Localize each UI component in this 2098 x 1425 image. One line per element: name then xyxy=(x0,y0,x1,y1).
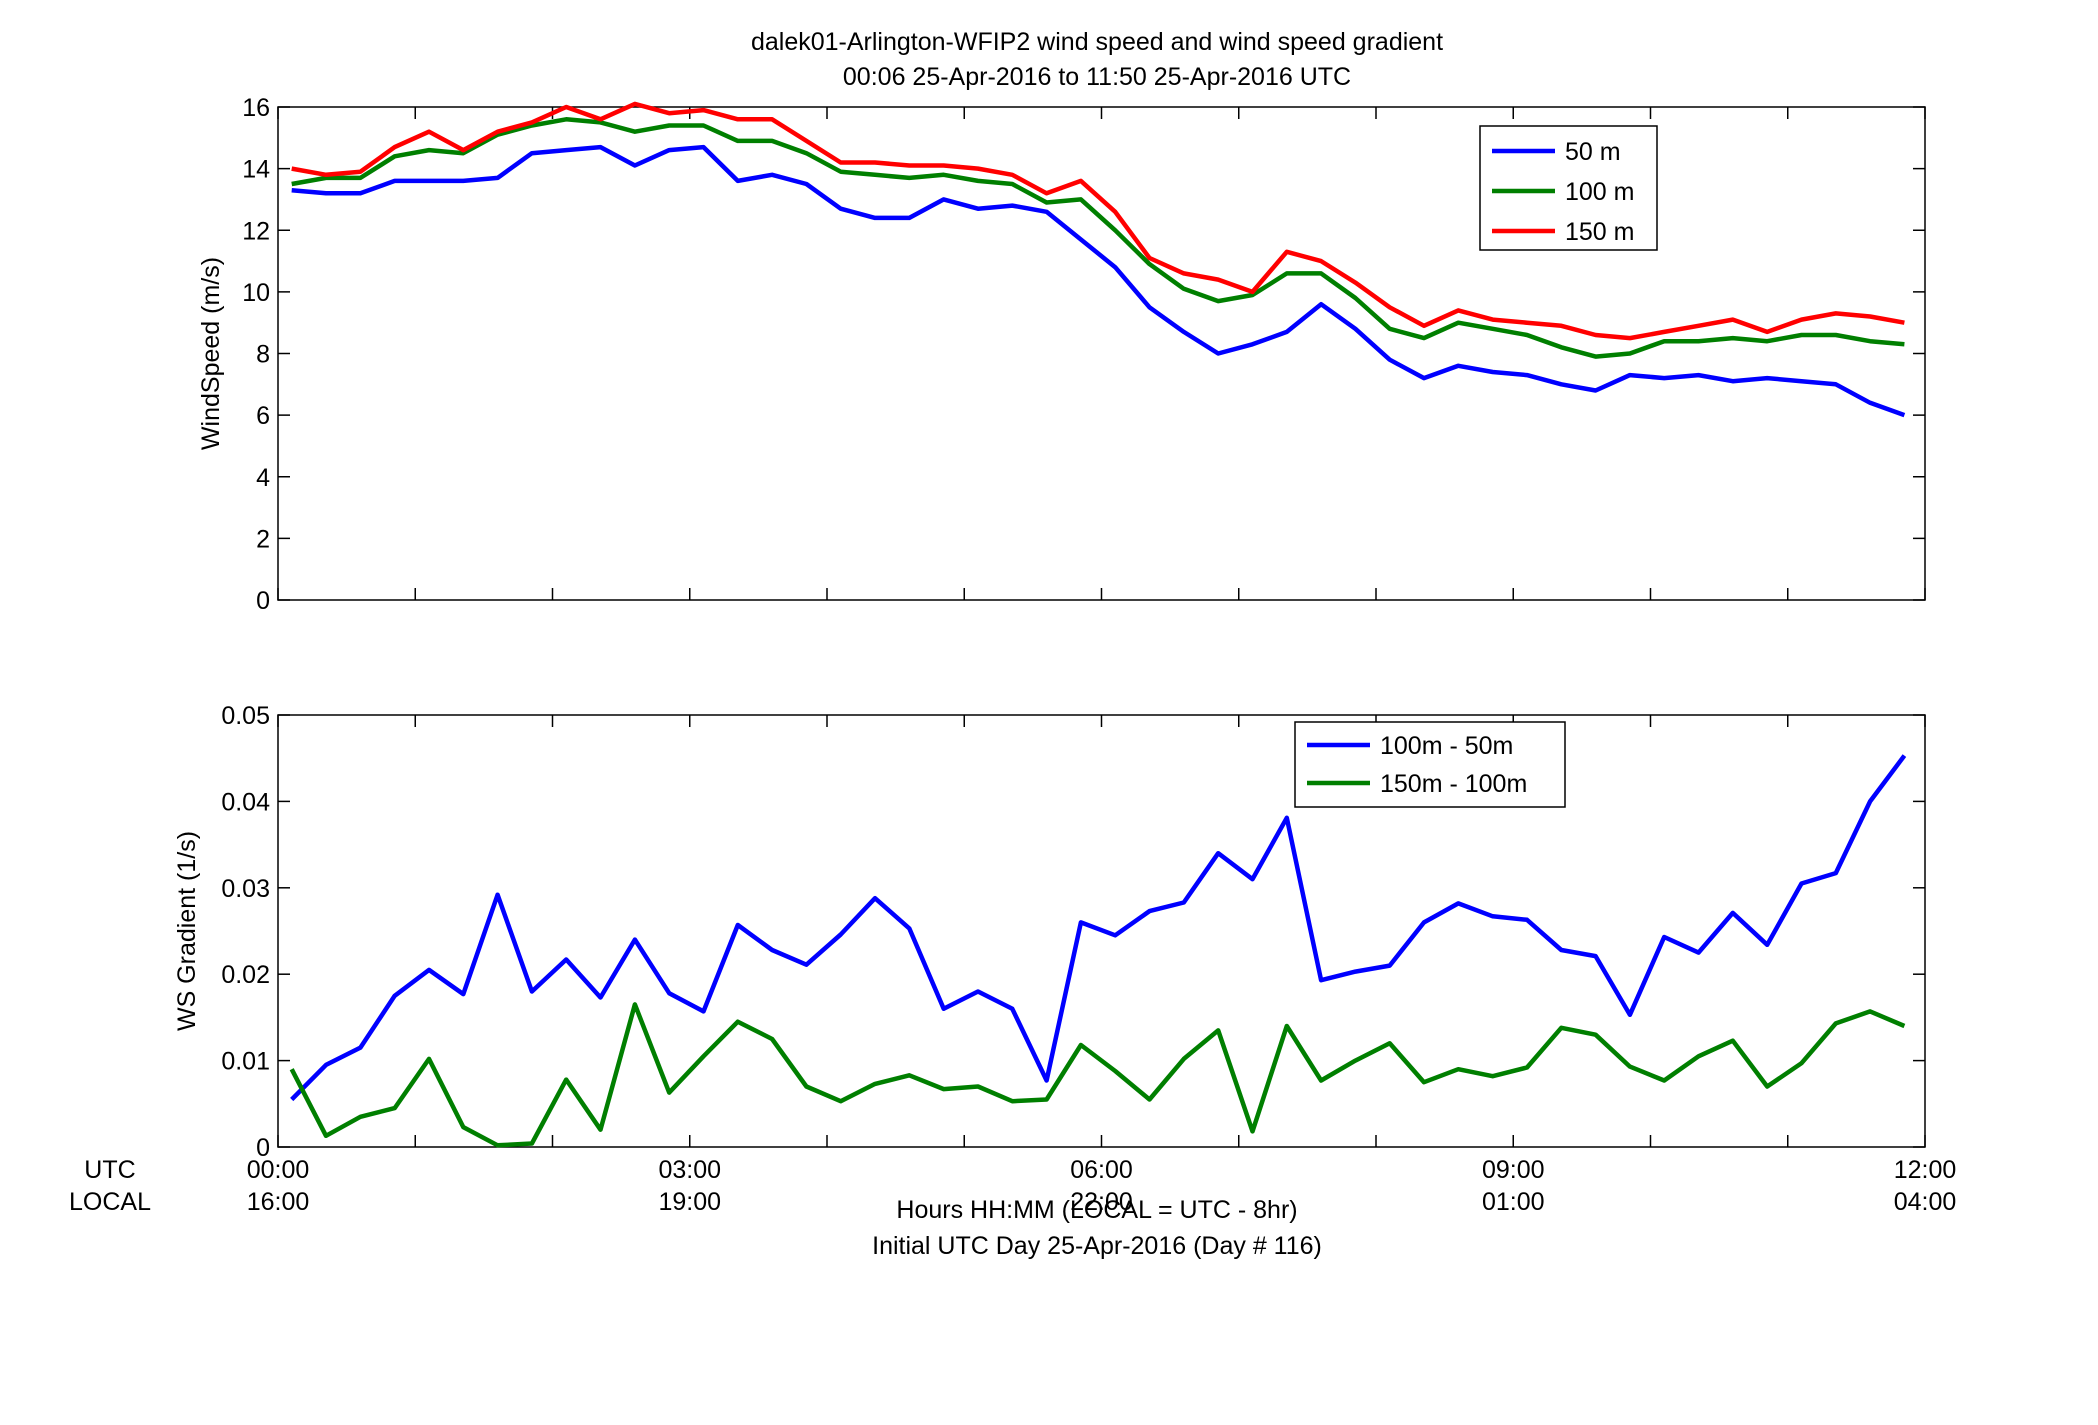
local-tick-label: 16:00 xyxy=(247,1188,310,1216)
x-axis-label-line2: Initial UTC Day 25-Apr-2016 (Day # 116) xyxy=(872,1232,1322,1260)
plot-frame xyxy=(277,106,1926,601)
series-line-50-m xyxy=(291,144,1906,418)
series-line-150-m xyxy=(291,101,1905,341)
y-tick-label: 0.05 xyxy=(221,702,270,730)
utc-tick-label: 12:00 xyxy=(1894,1156,1957,1184)
x-axis-labels: UTC LOCAL 00:00 03:00 06:00 09:00 12:00 16:0… xyxy=(69,1156,1956,1260)
local-tick-label: 22:00 xyxy=(1070,1188,1133,1216)
y-tick-label: 14 xyxy=(242,156,270,184)
local-tick-labels: 16:00 19:00 22:00 01:00 04:00 xyxy=(247,1188,1957,1216)
utc-tick-label: 00:00 xyxy=(247,1156,310,1184)
utc-tick-label: 09:00 xyxy=(1482,1156,1545,1184)
y-tick-label: 8 xyxy=(256,341,270,369)
figure-title-line2: 00:06 25-Apr-2016 to 11:50 25-Apr-2016 U… xyxy=(843,63,1351,91)
x-axis-label-line1: Hours HH:MM (LOCAL = UTC - 8hr) xyxy=(896,1196,1297,1224)
y-tick-label: 0.04 xyxy=(221,788,270,816)
figure-title-line1: dalek01-Arlington-WFIP2 wind speed and w… xyxy=(751,28,1443,56)
legend: 50 m 100 m 150 m xyxy=(1479,125,1658,251)
y-tick-label: 4 xyxy=(256,464,270,492)
y-tick-label: 10 xyxy=(242,279,270,307)
local-tick-label: 19:00 xyxy=(658,1188,721,1216)
legend: 100m - 50m 150m - 100m xyxy=(1294,721,1566,808)
legend-entry: 150m - 100m xyxy=(1380,770,1527,798)
wind-speed-panel: 0 2 4 6 8 10 12 14 16 WindSpeed (m/s) 50 m 100 m 150… xyxy=(197,94,1926,615)
legend-entry: 150 m xyxy=(1565,218,1634,246)
local-tick-label: 04:00 xyxy=(1894,1188,1957,1216)
local-tick-label: 01:00 xyxy=(1482,1188,1545,1216)
utc-tick-labels: 00:00 03:00 06:00 09:00 12:00 xyxy=(247,1156,1957,1184)
legend-box xyxy=(1294,721,1566,808)
y-tick-label: 0.03 xyxy=(221,875,270,903)
utc-row-label: UTC xyxy=(84,1156,135,1184)
y-tick-label: 16 xyxy=(242,94,270,122)
y-tick-label: 0.01 xyxy=(221,1048,270,1076)
y-axis-label: WindSpeed (m/s) xyxy=(197,257,225,450)
y-tick-label: 2 xyxy=(256,525,270,553)
series-line-100-m xyxy=(291,117,1905,359)
y-tick-label: 0 xyxy=(256,587,270,615)
y-axis-label: WS Gradient (1/s) xyxy=(173,831,201,1031)
series-line-150m-100m xyxy=(289,1002,1906,1148)
y-tick-label: 12 xyxy=(242,217,270,245)
legend-entry: 100m - 50m xyxy=(1380,732,1513,760)
series-line-100m-50m xyxy=(290,754,1907,1102)
y-tick-label: 0.02 xyxy=(221,961,270,989)
legend-entry: 50 m xyxy=(1565,138,1621,166)
utc-tick-label: 03:00 xyxy=(658,1156,721,1184)
utc-tick-label: 06:00 xyxy=(1070,1156,1133,1184)
y-tick-label: 6 xyxy=(256,402,270,430)
y-tick-label: 0 xyxy=(256,1134,270,1162)
legend-entry: 100 m xyxy=(1565,178,1634,206)
local-row-label: LOCAL xyxy=(69,1188,151,1216)
wind-gradient-panel: 0 0.01 0.02 0.03 0.04 0.05 WS Gradient (1/s) 10… xyxy=(173,702,1926,1162)
